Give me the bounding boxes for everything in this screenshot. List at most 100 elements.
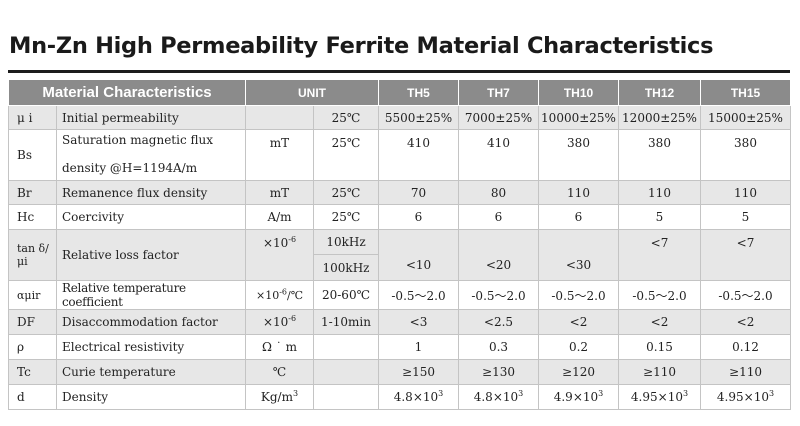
- value-cell: 12000±25%: [618, 105, 701, 130]
- symbol-cell: ρ: [8, 334, 57, 360]
- name-cell: Disaccommodation factor: [56, 309, 246, 335]
- condition-cell: [313, 334, 379, 360]
- name-cell: Initial permeability: [56, 105, 246, 130]
- table-row: d Density Kg/m3 4.8×103 4.8×103 4.9×103 …: [8, 384, 791, 410]
- unit-cell: Ω ˙ m: [245, 334, 314, 360]
- condition-cell: 25℃: [313, 204, 379, 230]
- unit-cell: A/m: [245, 204, 314, 230]
- header-unit: UNIT: [245, 79, 379, 106]
- title-rule: [8, 70, 790, 73]
- table-row: Bs Saturation magnetic flux density @H=1…: [8, 129, 791, 181]
- table-row: αμir Relative temperature coefficient ×1…: [8, 280, 791, 310]
- value-cell: <7: [618, 229, 701, 281]
- value-cell: 6: [458, 204, 539, 230]
- value-cell: 110: [618, 180, 701, 205]
- value-cell: -0.5～2.0: [700, 280, 791, 310]
- unit-cell: ×10-6: [245, 309, 314, 335]
- value-cell: 0.2: [538, 334, 619, 360]
- value-cell: -0.5～2.0: [458, 280, 539, 310]
- value-cell: 4.8×103: [458, 384, 539, 410]
- unit-cell: ×10-6/℃: [245, 280, 314, 310]
- condition-cell: 20-60℃: [313, 280, 379, 310]
- value-cell: <3: [378, 309, 459, 335]
- value-cell: <2: [618, 309, 701, 335]
- name-cell: Remanence flux density: [56, 180, 246, 205]
- unit-cell: ℃: [245, 359, 314, 385]
- value-cell: 380: [538, 129, 619, 181]
- symbol-cell: μ i: [8, 105, 57, 130]
- value-cell: 410: [458, 129, 539, 181]
- header-grade: TH10: [538, 79, 619, 106]
- header-row: Material Characteristics UNIT TH5 TH7 TH…: [8, 79, 791, 106]
- value-cell: <2: [700, 309, 791, 335]
- value-cell: <2.5: [458, 309, 539, 335]
- condition-cell: 25℃: [313, 129, 379, 181]
- table-row: ρ Electrical resistivity Ω ˙ m 1 0.3 0.2…: [8, 334, 791, 360]
- value-cell: 5: [700, 204, 791, 230]
- name-cell: Relative loss factor: [56, 229, 246, 281]
- name-cell: Curie temperature: [56, 359, 246, 385]
- value-cell: 4.8×103: [378, 384, 459, 410]
- value-cell: ≥120: [538, 359, 619, 385]
- material-table: Material Characteristics UNIT TH5 TH7 TH…: [8, 79, 791, 410]
- value-cell: 0.12: [700, 334, 791, 360]
- condition-cell: 1-10min: [313, 309, 379, 335]
- value-cell: 1: [378, 334, 459, 360]
- value-cell: 5: [618, 204, 701, 230]
- value-cell: 70: [378, 180, 459, 205]
- unit-cell: ×10-6: [245, 229, 314, 281]
- value-cell: 80: [458, 180, 539, 205]
- value-cell: 380: [618, 129, 701, 181]
- value-cell: -0.5～2.0: [538, 280, 619, 310]
- symbol-cell: DF: [8, 309, 57, 335]
- header-material: Material Characteristics: [8, 79, 246, 106]
- value-cell: 6: [378, 204, 459, 230]
- condition-cell: 10kHz: [313, 229, 379, 255]
- name-line-2: density @H=1194A/m: [62, 161, 198, 175]
- symbol-cell: d: [8, 384, 57, 410]
- condition-cell: 100kHz: [313, 254, 379, 281]
- unit-cell: [245, 105, 314, 130]
- value-cell: 110: [538, 180, 619, 205]
- value-cell: ≥110: [700, 359, 791, 385]
- value-cell: 5500±25%: [378, 105, 459, 130]
- symbol-cell: αμir: [8, 280, 57, 310]
- symbol-cell: Bs: [8, 129, 57, 181]
- value-cell: 0.15: [618, 334, 701, 360]
- name-cell: Relative temperature coefficient: [56, 280, 246, 310]
- value-cell: <20: [458, 229, 539, 281]
- header-grade: TH5: [378, 79, 459, 106]
- page-title: Mn-Zn High Permeability Ferrite Material…: [9, 33, 714, 59]
- header-grade: TH7: [458, 79, 539, 106]
- name-cell: Electrical resistivity: [56, 334, 246, 360]
- table-row: Hc Coercivity A/m 25℃ 6 6 6 5 5: [8, 204, 791, 230]
- table-row: Tc Curie temperature ℃ ≥150 ≥130 ≥120 ≥1…: [8, 359, 791, 385]
- header-grade: TH12: [618, 79, 701, 106]
- value-cell: 380: [700, 129, 791, 181]
- name-line-1: Saturation magnetic flux: [62, 133, 213, 147]
- symbol-cell: tan δ/μi: [8, 229, 57, 281]
- table-row: Br Remanence flux density mT 25℃ 70 80 1…: [8, 180, 791, 205]
- value-cell: 10000±25%: [538, 105, 619, 130]
- symbol-cell: Tc: [8, 359, 57, 385]
- condition-cell: [313, 384, 379, 410]
- value-cell: 4.9×103: [538, 384, 619, 410]
- value-cell: <7: [700, 229, 791, 281]
- unit-cell: mT: [245, 180, 314, 205]
- header-grade: TH15: [700, 79, 791, 106]
- condition-cell: [313, 359, 379, 385]
- name-cell: Saturation magnetic flux density @H=1194…: [56, 129, 246, 181]
- value-cell: 7000±25%: [458, 105, 539, 130]
- value-cell: 0.3: [458, 334, 539, 360]
- value-cell: 110: [700, 180, 791, 205]
- value-cell: 15000±25%: [700, 105, 791, 130]
- value-cell: <2: [538, 309, 619, 335]
- condition-cell: 25℃: [313, 105, 379, 130]
- value-cell: 4.95×103: [618, 384, 701, 410]
- value-cell: -0.5～2.0: [378, 280, 459, 310]
- unit-cell: Kg/m3: [245, 384, 314, 410]
- unit-cell: mT: [245, 129, 314, 181]
- symbol-cell: Br: [8, 180, 57, 205]
- symbol-cell: Hc: [8, 204, 57, 230]
- value-cell: ≥130: [458, 359, 539, 385]
